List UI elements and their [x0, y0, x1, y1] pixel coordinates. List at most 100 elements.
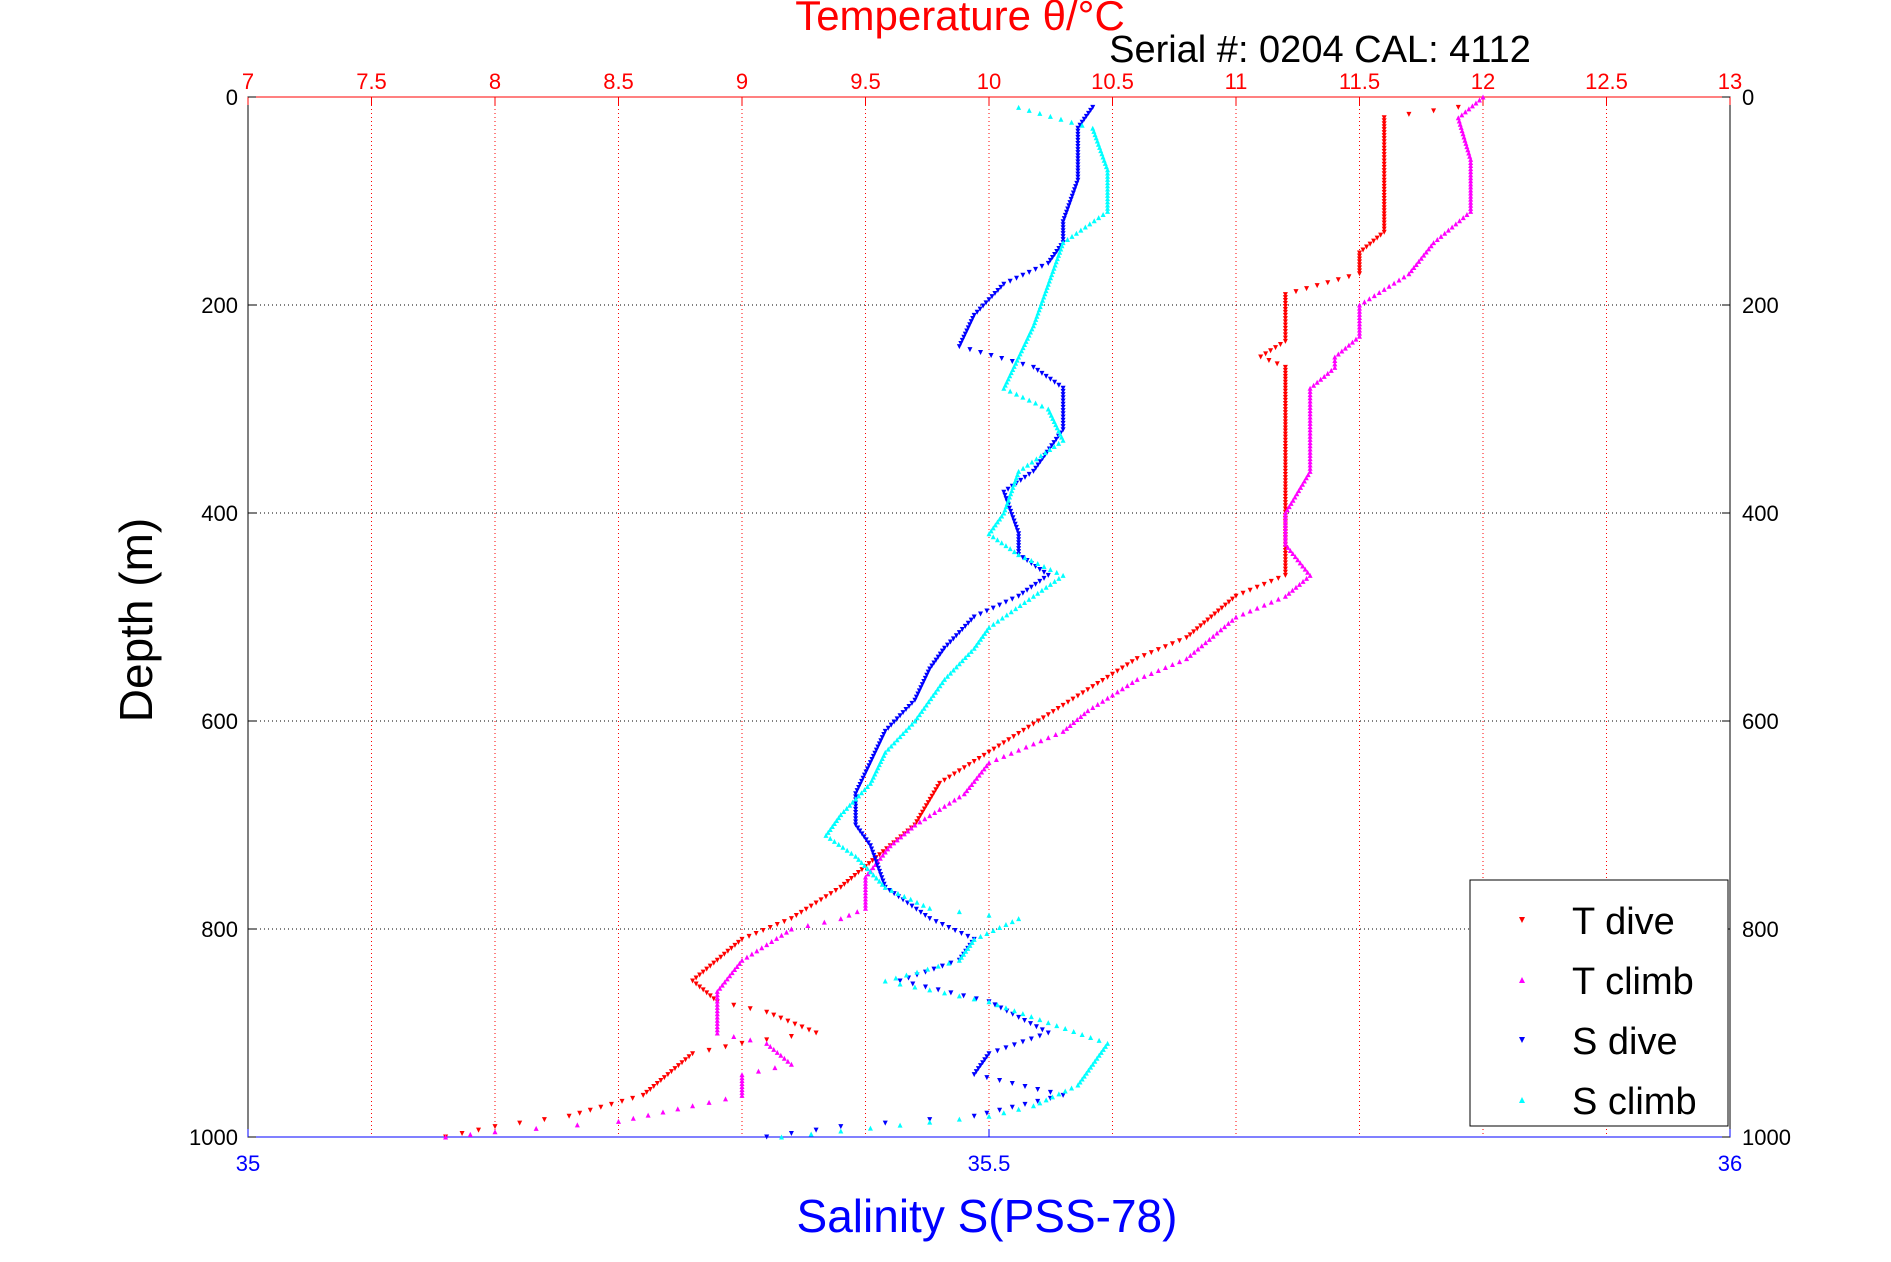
data-point — [875, 744, 881, 750]
data-point — [1203, 640, 1209, 646]
data-point — [1381, 196, 1387, 202]
data-point — [492, 1129, 498, 1135]
data-point — [978, 350, 984, 356]
data-point — [1462, 137, 1468, 143]
data-point — [1282, 563, 1288, 569]
data-point — [1214, 630, 1220, 636]
data-point — [1461, 134, 1467, 140]
data-point — [984, 930, 990, 936]
data-point — [1381, 136, 1387, 142]
data-point — [1381, 217, 1387, 223]
data-point — [1075, 693, 1081, 699]
data-point — [714, 995, 720, 1001]
data-point — [927, 987, 933, 993]
data-point — [912, 718, 918, 724]
data-point — [1282, 443, 1288, 449]
data-point — [1035, 561, 1041, 567]
data-point — [1081, 1073, 1087, 1079]
data-point — [1060, 237, 1066, 243]
data-point — [1067, 722, 1073, 728]
data-point — [1110, 692, 1115, 698]
data-point — [1037, 578, 1043, 584]
data-point — [1453, 221, 1459, 227]
data-point — [693, 981, 699, 987]
data-point — [1009, 1104, 1015, 1110]
data-point — [946, 774, 952, 780]
data-point — [901, 893, 907, 899]
data-point — [1282, 493, 1288, 499]
data-point — [1129, 680, 1135, 686]
data-point — [1205, 617, 1211, 623]
data-point — [1366, 296, 1372, 302]
data-point — [910, 981, 916, 987]
legend-label: S climb — [1572, 1081, 1697, 1123]
data-point — [971, 996, 977, 1002]
data-point — [1056, 440, 1062, 446]
data-point — [1009, 512, 1015, 518]
data-point — [986, 1113, 992, 1119]
data-point — [873, 747, 879, 753]
data-point — [1085, 708, 1091, 714]
data-point — [1282, 535, 1288, 541]
data-point — [956, 1116, 962, 1122]
data-point — [1307, 388, 1313, 394]
data-point — [984, 763, 990, 769]
data-point — [1052, 578, 1058, 584]
data-point — [1001, 740, 1007, 746]
data-point — [838, 812, 844, 818]
data-point — [971, 614, 977, 620]
data-point — [953, 664, 959, 670]
data-point — [1053, 732, 1059, 738]
data-point — [774, 935, 780, 941]
data-point — [1037, 566, 1043, 572]
data-point — [1282, 325, 1288, 331]
data-point — [1282, 554, 1288, 560]
data-point — [971, 936, 977, 942]
data-point — [1282, 593, 1288, 599]
data-point — [645, 1112, 651, 1118]
data-point — [1282, 391, 1288, 397]
data-point — [1030, 1103, 1036, 1109]
data-point — [781, 1055, 787, 1061]
data-point — [880, 852, 886, 858]
data-point — [946, 800, 952, 806]
data-point — [668, 1069, 674, 1075]
data-point — [927, 813, 933, 819]
data-point — [917, 819, 923, 825]
data-point — [1134, 656, 1140, 662]
data-point — [1282, 316, 1288, 322]
data-point — [788, 1061, 794, 1067]
data-point — [982, 630, 988, 636]
data-point — [986, 760, 992, 766]
data-point — [956, 768, 962, 774]
data-point — [988, 528, 994, 534]
data-point — [1030, 468, 1036, 474]
data-point — [747, 1006, 753, 1012]
data-point — [1054, 569, 1060, 575]
data-point — [1416, 258, 1422, 264]
data-point — [1282, 431, 1288, 437]
data-point — [841, 881, 847, 887]
data-point — [1339, 348, 1345, 354]
data-point — [973, 642, 979, 648]
data-point — [1282, 319, 1288, 325]
data-point — [1282, 370, 1288, 376]
data-point — [1346, 274, 1352, 280]
data-point — [1060, 225, 1066, 231]
data-point — [476, 1127, 482, 1133]
data-point — [854, 909, 860, 915]
data-point — [1047, 581, 1053, 587]
data-point — [1431, 240, 1437, 246]
data-point — [922, 984, 928, 990]
data-point — [1468, 184, 1474, 190]
data-point — [1075, 125, 1081, 131]
data-point — [1001, 1110, 1007, 1116]
data-point — [1381, 208, 1387, 214]
temperature-tick-label: 12 — [1471, 69, 1495, 94]
data-point — [897, 981, 903, 987]
data-point — [779, 932, 785, 938]
data-point — [1274, 361, 1280, 367]
data-point — [1078, 227, 1084, 233]
data-point — [958, 340, 964, 346]
data-point — [1105, 196, 1111, 202]
